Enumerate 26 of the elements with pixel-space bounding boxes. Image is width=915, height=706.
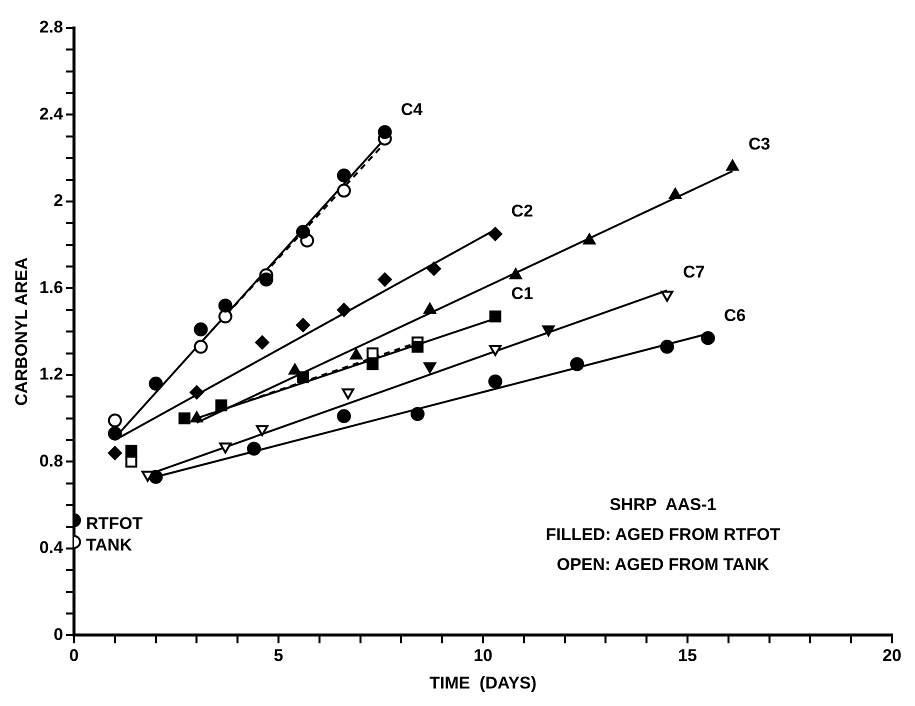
annotation: SHRP AAS-1 — [610, 494, 716, 514]
series-label: C3 — [748, 134, 770, 154]
series-label: C1 — [511, 284, 534, 304]
y-tick-label: 0 — [54, 624, 64, 644]
annotation: OPEN: AGED FROM TANK — [556, 554, 770, 574]
y-tick-label: 0.4 — [39, 538, 64, 558]
x-tick-label: 15 — [678, 646, 697, 666]
y-tick-label: 1.6 — [39, 278, 64, 297]
series-label: TANK — [86, 536, 133, 555]
y-tick-label: 2.8 — [39, 18, 64, 37]
y-tick-label: 2 — [54, 191, 64, 210]
series-label: C7 — [683, 262, 705, 282]
x-tick-label: 20 — [882, 646, 902, 666]
annotation: FILLED: AGED FROM RTFOT — [546, 524, 781, 544]
y-tick-label: 1.2 — [39, 364, 64, 384]
x-tick-label: 0 — [69, 646, 79, 666]
series-label: C2 — [511, 202, 534, 221]
series-label: C6 — [724, 306, 746, 325]
y-axis-title: CARBONYL AREA — [12, 257, 31, 406]
y-tick-label: 0.8 — [39, 451, 64, 470]
series-label: C4 — [400, 100, 424, 119]
y-tick-label: 2.4 — [39, 104, 64, 124]
x-axis-title: TIME (DAYS) — [429, 673, 537, 692]
x-tick-label: 10 — [474, 646, 492, 666]
x-tick-label: 5 — [274, 646, 284, 666]
series-label: RTFOT — [86, 514, 144, 533]
